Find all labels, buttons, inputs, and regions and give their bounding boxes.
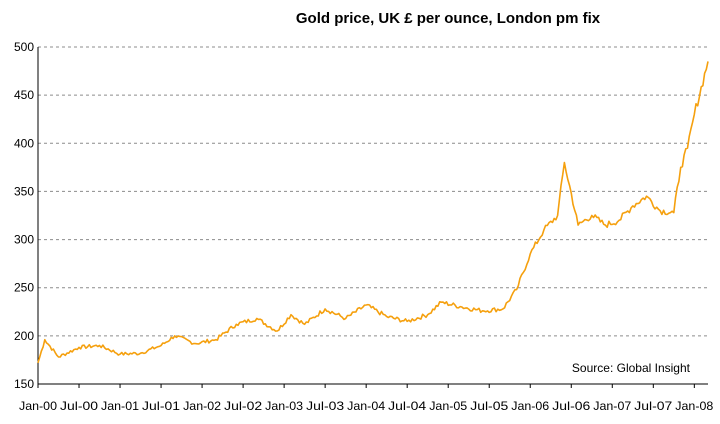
x-tick-label: Jan-03 [265, 399, 303, 413]
x-tick-label: Jul-04 [388, 399, 426, 413]
x-tick-label: Jul-05 [470, 399, 508, 413]
x-tick-label: Jan-06 [511, 399, 549, 413]
x-tick-label: Jul-01 [142, 399, 180, 413]
y-tick-label: 350 [14, 184, 34, 198]
x-tick-label: Jan-08 [675, 399, 713, 413]
y-tick-label: 150 [14, 377, 34, 391]
y-axis-tick-labels: 150 200 250 300 350 400 450 500 [14, 40, 34, 391]
x-tick-label: Jul-00 [60, 399, 98, 413]
source-note: Source: Global Insight [572, 361, 691, 375]
y-tick-label: 400 [14, 136, 34, 150]
x-axis-tick-marks [37, 384, 695, 388]
y-tick-label: 300 [14, 233, 34, 247]
x-tick-label: Jul-07 [634, 399, 672, 413]
x-tick-label: Jan-02 [183, 399, 221, 413]
x-tick-label: Jul-03 [306, 399, 344, 413]
x-axis-tick-labels: Jan-00 Jul-00 Jan-01 Jul-01 Jan-02 Jul-02 Jan-… [19, 399, 714, 413]
y-tick-label: 200 [14, 329, 34, 343]
x-tick-label: Jan-01 [101, 399, 139, 413]
y-tick-label: 450 [14, 88, 34, 102]
chart-title: Gold price, UK £ per ounce, London pm fi… [296, 10, 601, 27]
y-tick-label: 250 [14, 281, 34, 295]
x-tick-label: Jan-00 [19, 399, 57, 413]
y-tick-label: 500 [14, 40, 34, 54]
x-tick-label: Jan-07 [593, 399, 631, 413]
x-tick-label: Jul-02 [224, 399, 262, 413]
gridlines [38, 46, 708, 337]
x-tick-label: Jan-05 [429, 399, 467, 413]
x-tick-label: Jan-04 [347, 399, 385, 413]
x-tick-label: Jul-06 [552, 399, 590, 413]
gold-price-line [37, 61, 709, 364]
